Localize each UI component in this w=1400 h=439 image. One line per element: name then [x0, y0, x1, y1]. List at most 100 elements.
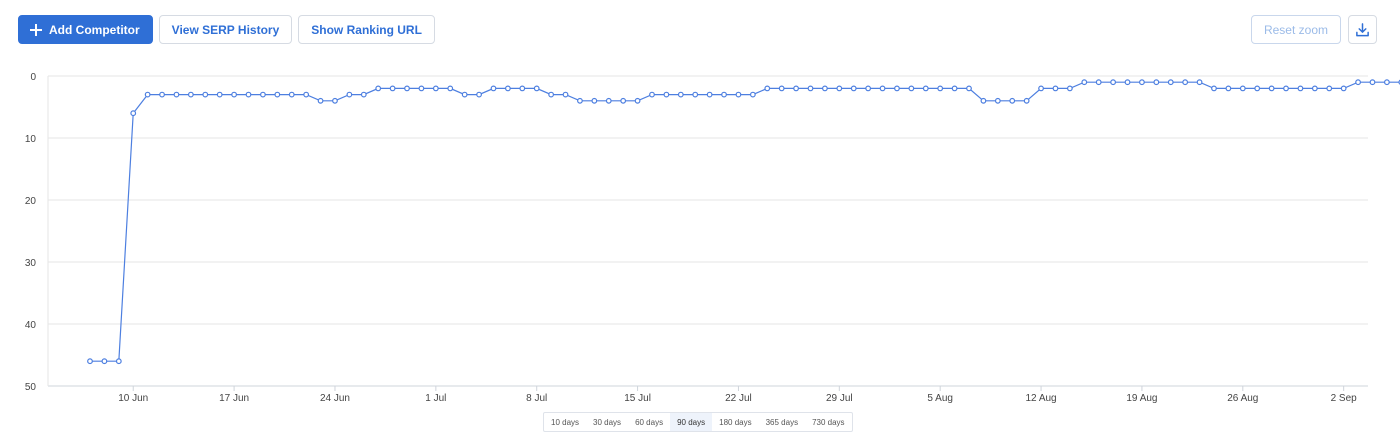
data-point[interactable] [706, 91, 713, 98]
data-point[interactable] [504, 85, 511, 92]
data-point[interactable] [634, 97, 641, 104]
range-option-90-days[interactable]: 90 days [670, 413, 713, 431]
data-point[interactable] [1283, 85, 1289, 92]
data-point[interactable] [778, 85, 785, 92]
range-option-60-days[interactable]: 60 days [635, 417, 664, 427]
data-point[interactable] [894, 85, 900, 92]
data-point[interactable] [605, 97, 612, 104]
data-point[interactable] [173, 91, 180, 98]
data-point[interactable] [677, 91, 684, 98]
data-point[interactable] [548, 91, 555, 98]
data-point[interactable] [922, 85, 929, 92]
data-point[interactable] [533, 85, 540, 92]
data-point[interactable] [836, 85, 843, 92]
data-point[interactable] [865, 85, 872, 92]
data-point[interactable] [1340, 85, 1347, 92]
data-point[interactable] [663, 91, 670, 98]
data-point[interactable] [1009, 97, 1016, 104]
data-point[interactable] [1196, 79, 1203, 86]
data-point[interactable] [231, 91, 238, 98]
data-point[interactable] [692, 91, 699, 98]
data-point[interactable] [980, 97, 987, 104]
data-point[interactable] [260, 91, 266, 98]
data-point[interactable] [187, 91, 194, 98]
data-point[interactable] [1355, 79, 1361, 86]
view-serp-history-button[interactable]: View SERP History [158, 15, 293, 44]
data-point[interactable] [1311, 85, 1318, 92]
data-point[interactable] [519, 85, 526, 92]
data-point[interactable] [1369, 79, 1376, 86]
data-point[interactable] [1239, 85, 1246, 92]
range-option-365-days[interactable]: 365 days [765, 417, 799, 427]
data-point[interactable] [966, 85, 972, 92]
data-point[interactable] [101, 358, 108, 365]
data-point[interactable] [1110, 79, 1117, 86]
data-point[interactable] [951, 85, 958, 92]
range-option-730-days[interactable]: 730 days [812, 417, 845, 427]
data-point[interactable] [850, 85, 857, 92]
data-point[interactable] [274, 91, 281, 98]
data-point[interactable] [1153, 79, 1160, 86]
data-point[interactable] [1139, 79, 1145, 86]
data-point[interactable] [1268, 85, 1275, 92]
data-point[interactable] [490, 85, 497, 92]
data-point[interactable] [144, 91, 151, 98]
data-point[interactable] [346, 91, 353, 98]
data-point[interactable] [1211, 85, 1217, 92]
data-point[interactable] [202, 91, 209, 98]
data-point[interactable] [461, 91, 468, 98]
data-point[interactable] [793, 85, 799, 92]
data-point[interactable] [1182, 79, 1189, 86]
data-point[interactable] [288, 91, 295, 98]
data-point[interactable] [994, 97, 1001, 104]
range-option-180-days[interactable]: 180 days [719, 417, 752, 427]
data-point[interactable] [1254, 85, 1261, 92]
reset-zoom-button[interactable]: Reset zoom [1250, 15, 1341, 44]
data-point[interactable] [1023, 97, 1030, 104]
range-option-30-days[interactable]: 30 days [593, 417, 622, 427]
data-point[interactable] [1124, 79, 1131, 86]
data-point[interactable] [1297, 85, 1304, 92]
data-point[interactable] [822, 85, 828, 92]
data-point[interactable] [115, 358, 122, 365]
data-point[interactable] [1052, 85, 1059, 92]
data-point[interactable] [908, 85, 915, 92]
data-point[interactable] [562, 91, 569, 98]
data-point[interactable] [159, 91, 165, 98]
data-point[interactable] [577, 97, 583, 104]
data-point[interactable] [764, 85, 771, 92]
data-point[interactable] [418, 85, 425, 92]
data-point[interactable] [332, 97, 338, 104]
data-point[interactable] [721, 91, 727, 98]
data-point[interactable] [1066, 85, 1073, 92]
data-point[interactable] [879, 85, 886, 92]
data-point[interactable] [303, 91, 310, 98]
data-point[interactable] [447, 85, 454, 92]
data-point[interactable] [317, 97, 324, 104]
data-point[interactable] [130, 110, 137, 117]
data-point[interactable] [389, 85, 396, 92]
data-point[interactable] [591, 97, 598, 104]
download-button[interactable] [1348, 15, 1377, 44]
data-point[interactable] [375, 85, 382, 92]
data-point[interactable] [1326, 85, 1333, 92]
data-point[interactable] [1095, 79, 1102, 86]
data-point[interactable] [1038, 85, 1044, 92]
range-option-10-days[interactable]: 10 days [551, 417, 580, 427]
data-point[interactable] [620, 97, 627, 104]
data-point[interactable] [432, 85, 439, 92]
data-point[interactable] [1225, 85, 1232, 92]
data-point[interactable] [1383, 79, 1390, 86]
add-competitor-button[interactable]: Add Competitor [18, 15, 153, 44]
data-point[interactable] [245, 91, 252, 98]
data-point[interactable] [749, 91, 756, 98]
data-point[interactable] [1081, 79, 1088, 86]
data-point[interactable] [87, 358, 93, 365]
data-point[interactable] [216, 91, 223, 98]
data-point[interactable] [735, 91, 742, 98]
data-point[interactable] [649, 91, 655, 98]
data-point[interactable] [404, 85, 410, 92]
data-point[interactable] [1167, 79, 1174, 86]
data-point[interactable] [476, 91, 482, 98]
show-ranking-url-button[interactable]: Show Ranking URL [298, 15, 435, 44]
